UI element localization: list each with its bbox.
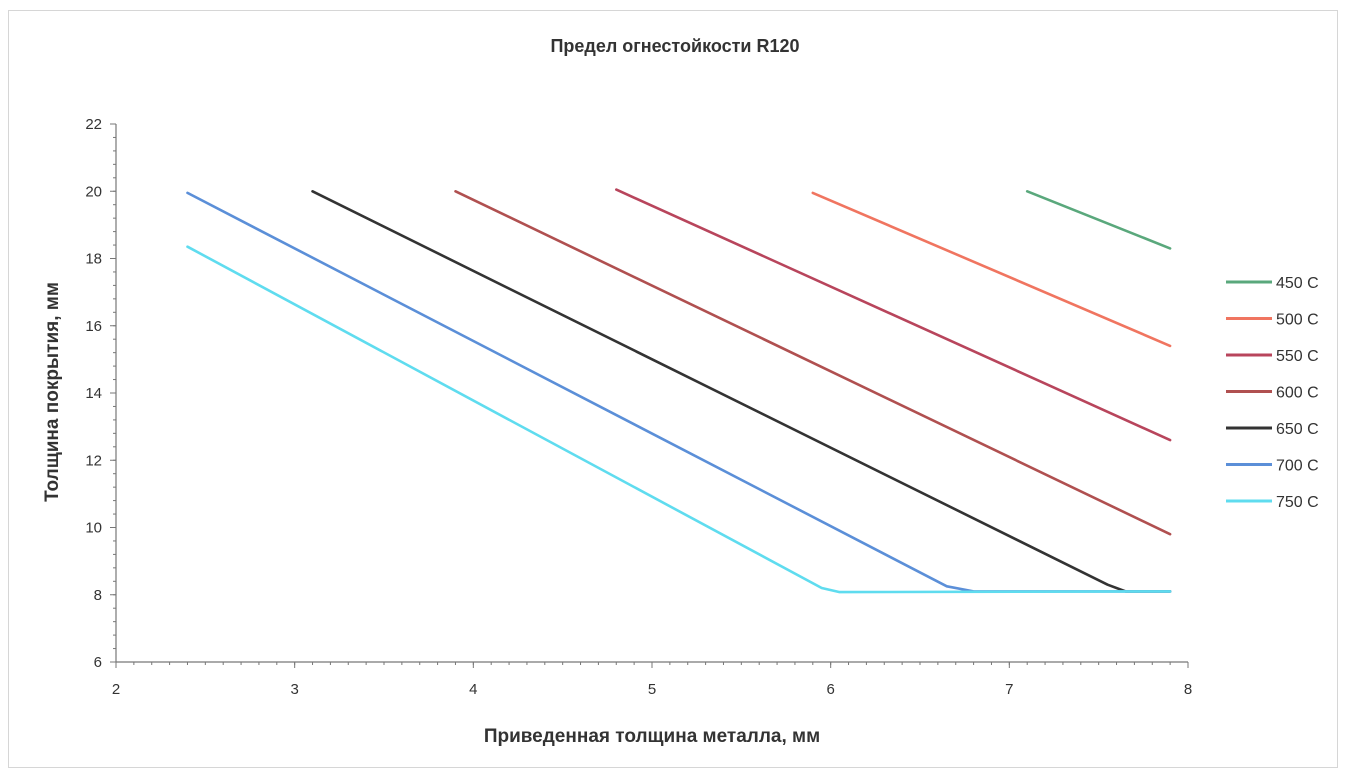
y-tick-label: 12 — [85, 452, 102, 469]
series-line-750-c — [186, 245, 1172, 594]
y-tick-label: 22 — [85, 116, 102, 133]
y-tick-label: 10 — [85, 520, 102, 537]
series-line-650-c — [311, 190, 1172, 593]
chart-frame — [8, 10, 1338, 768]
series-line-700-c — [186, 191, 1172, 593]
legend-label: 750 C — [1276, 494, 1319, 511]
y-axis-title: Толщина покрытия, мм — [42, 282, 63, 502]
x-tick-label: 2 — [112, 681, 120, 698]
y-tick-label: 20 — [85, 183, 102, 200]
legend-label: 450 C — [1276, 275, 1319, 292]
series-line-550-c — [614, 188, 1172, 442]
x-tick-label: 3 — [290, 681, 298, 698]
y-tick-label: 14 — [85, 385, 102, 402]
x-tick-label: 8 — [1184, 681, 1192, 698]
y-tick-label: 8 — [94, 587, 102, 604]
legend-label: 500 C — [1276, 312, 1319, 329]
legend-label: 650 C — [1276, 421, 1319, 438]
y-tick-label: 18 — [85, 251, 102, 268]
plot-series — [186, 188, 1172, 594]
x-tick-label: 5 — [648, 681, 656, 698]
series-line-600-c — [454, 190, 1172, 536]
y-tick-label: 6 — [94, 654, 102, 671]
series-line-450-c — [1025, 190, 1172, 250]
legend-label: 600 C — [1276, 385, 1319, 402]
x-ticks: 2 3 4 5 6 7 8 — [112, 662, 1192, 698]
x-tick-label: 4 — [469, 681, 477, 698]
legend: 450 C 500 C 550 C 600 C 650 C 700 C 750 C — [1226, 275, 1319, 511]
series-line-500-c — [811, 191, 1172, 348]
legend-label: 550 C — [1276, 348, 1319, 365]
y-ticks: 6 8 10 12 14 16 18 20 22 — [85, 116, 116, 671]
x-tick-label: 7 — [1005, 681, 1013, 698]
legend-label: 700 C — [1276, 458, 1319, 475]
x-axis-title: Приведенная толщина металла, мм — [484, 726, 820, 747]
chart-title: Предел огнестойкости R120 — [550, 36, 799, 56]
x-tick-label: 6 — [826, 681, 834, 698]
y-tick-label: 16 — [85, 318, 102, 335]
